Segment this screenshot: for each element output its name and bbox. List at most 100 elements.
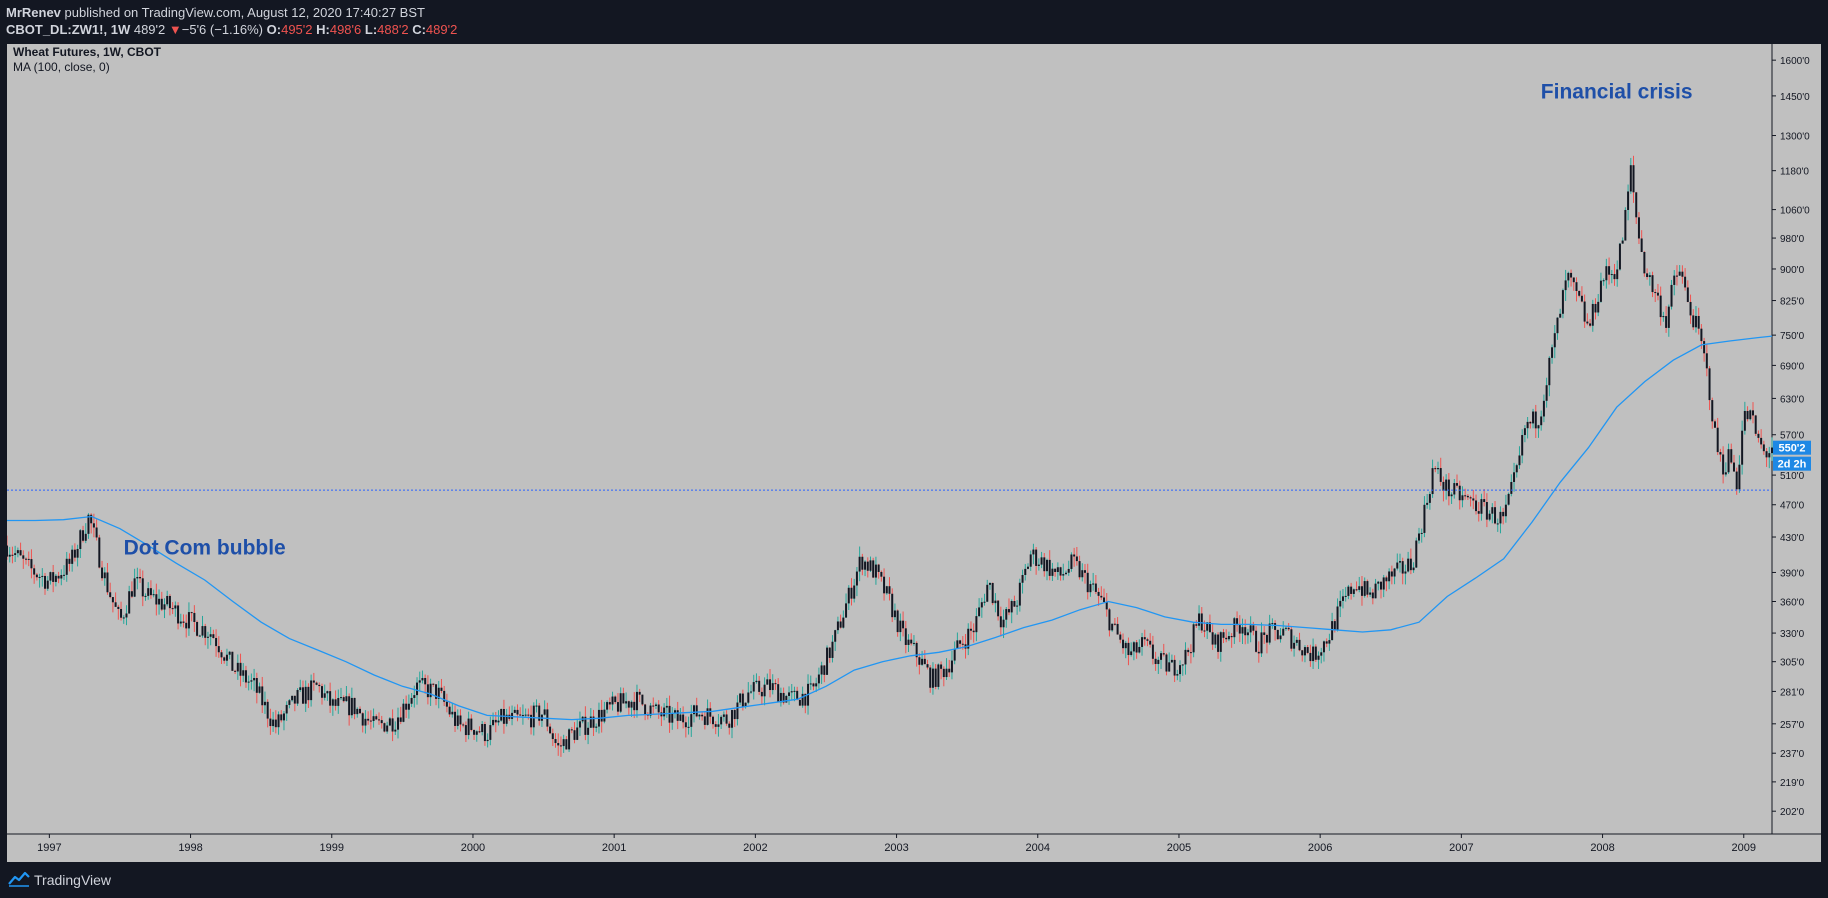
footer-brand[interactable]: TradingView [34, 872, 112, 888]
candle-body [1705, 353, 1708, 369]
price-tick-label: 1180'0 [1780, 167, 1809, 178]
candle-body [535, 705, 538, 707]
candle-body [386, 725, 389, 732]
candle-body [185, 622, 188, 629]
candle-body [1108, 609, 1111, 631]
candle-body [1673, 275, 1676, 285]
price-tick-label: 825'0 [1780, 297, 1805, 308]
plot-background [7, 44, 1772, 834]
candle-body [231, 651, 234, 671]
candle-body [445, 701, 448, 707]
candle-body [931, 668, 934, 688]
candle-body [1390, 571, 1393, 577]
candle-body [1697, 315, 1700, 329]
low-value: 488'2 [377, 22, 409, 37]
candle-body [1322, 641, 1325, 653]
candle-body [350, 697, 353, 716]
candle-body [1035, 549, 1038, 566]
candle-body [1238, 625, 1241, 634]
candle-body [1456, 483, 1459, 486]
candle-body [1312, 646, 1315, 662]
candle-body [1513, 472, 1516, 482]
time-tick-label: 1998 [178, 842, 202, 854]
candle-body [158, 598, 161, 605]
candle-body [261, 686, 264, 706]
candle-body [486, 739, 489, 742]
candle-body [90, 514, 93, 524]
candle-body [462, 724, 465, 726]
publish-info: MrRenev published on TradingView.com, Au… [6, 5, 425, 20]
candle-body [809, 683, 812, 685]
candle-body [733, 710, 736, 720]
candle-body [291, 695, 294, 701]
candle-body [755, 680, 758, 683]
candle-body [33, 568, 36, 575]
candle-body [782, 692, 785, 703]
candle-body [839, 621, 842, 628]
author-name[interactable]: MrRenev [6, 5, 61, 20]
candle-body [1151, 644, 1154, 659]
candle-body [532, 705, 535, 728]
candle-body [68, 558, 71, 564]
candle-body [356, 708, 359, 715]
chart-area[interactable]: 1600'0 1450'0 1300'0 1180'0 1060'0 980'0 900'0… [6, 44, 1821, 862]
candle-body [1089, 584, 1092, 593]
candle-body [750, 691, 753, 693]
price-tick-label: 237'0 [1780, 749, 1805, 760]
candle-body [1564, 280, 1567, 291]
candle-body [323, 693, 326, 698]
candle-body [1499, 511, 1502, 524]
time-tick-label: 1999 [320, 842, 344, 854]
candle-body [915, 642, 918, 658]
candle-body [788, 692, 791, 696]
price-tick-label: 570'0 [1780, 431, 1805, 442]
candle-body [1328, 640, 1331, 644]
candle-body [128, 591, 131, 614]
candle-body [1472, 498, 1475, 501]
price-tick-label: 202'0 [1780, 807, 1805, 818]
symbol-label[interactable]: CBOT_DL:ZW1!, 1W [6, 22, 131, 37]
price-tick-label: 1060'0 [1780, 206, 1810, 217]
candle-body [1656, 292, 1659, 296]
candle-body [155, 594, 158, 605]
candle-body [413, 695, 416, 698]
candle-body [1651, 275, 1654, 293]
candle-body [1624, 209, 1627, 241]
candle-body [111, 597, 114, 603]
candle-body [19, 550, 22, 556]
candle-body [1382, 577, 1385, 590]
candle-body [225, 654, 228, 661]
candle-body [980, 602, 983, 608]
candle-body [426, 684, 429, 698]
candle-body [1073, 554, 1076, 557]
candle-body [823, 665, 826, 675]
candle-body [456, 715, 459, 726]
candle-body [1670, 284, 1673, 307]
candle-body [204, 626, 207, 638]
time-axis-background [7, 834, 1821, 862]
candle-body [424, 677, 427, 685]
candle-body [1583, 301, 1586, 322]
candle-body [348, 696, 351, 716]
ma-indicator-label[interactable]: MA (100, close, 0) [13, 60, 110, 74]
candle-body [1127, 642, 1130, 656]
candle-body [136, 577, 139, 579]
candle-body [1760, 437, 1763, 445]
candle-body [744, 702, 747, 707]
candle-body [731, 710, 734, 728]
price-chart[interactable]: 1600'0 1450'0 1300'0 1180'0 1060'0 980'0 900'0… [6, 44, 1821, 862]
candle-body [777, 684, 780, 703]
candle-body [1070, 554, 1073, 569]
candle-body [940, 664, 943, 669]
candle-body [1646, 273, 1649, 278]
time-tick-label: 2006 [1308, 842, 1332, 854]
candle-body [1360, 586, 1363, 596]
candle-body [698, 714, 701, 717]
candle-body [701, 714, 704, 717]
candle-body [152, 594, 155, 596]
candle-body [1032, 549, 1035, 555]
candle-body [122, 617, 125, 619]
candle-body [603, 709, 606, 722]
candle-body [65, 558, 68, 575]
candle-body [253, 678, 256, 681]
